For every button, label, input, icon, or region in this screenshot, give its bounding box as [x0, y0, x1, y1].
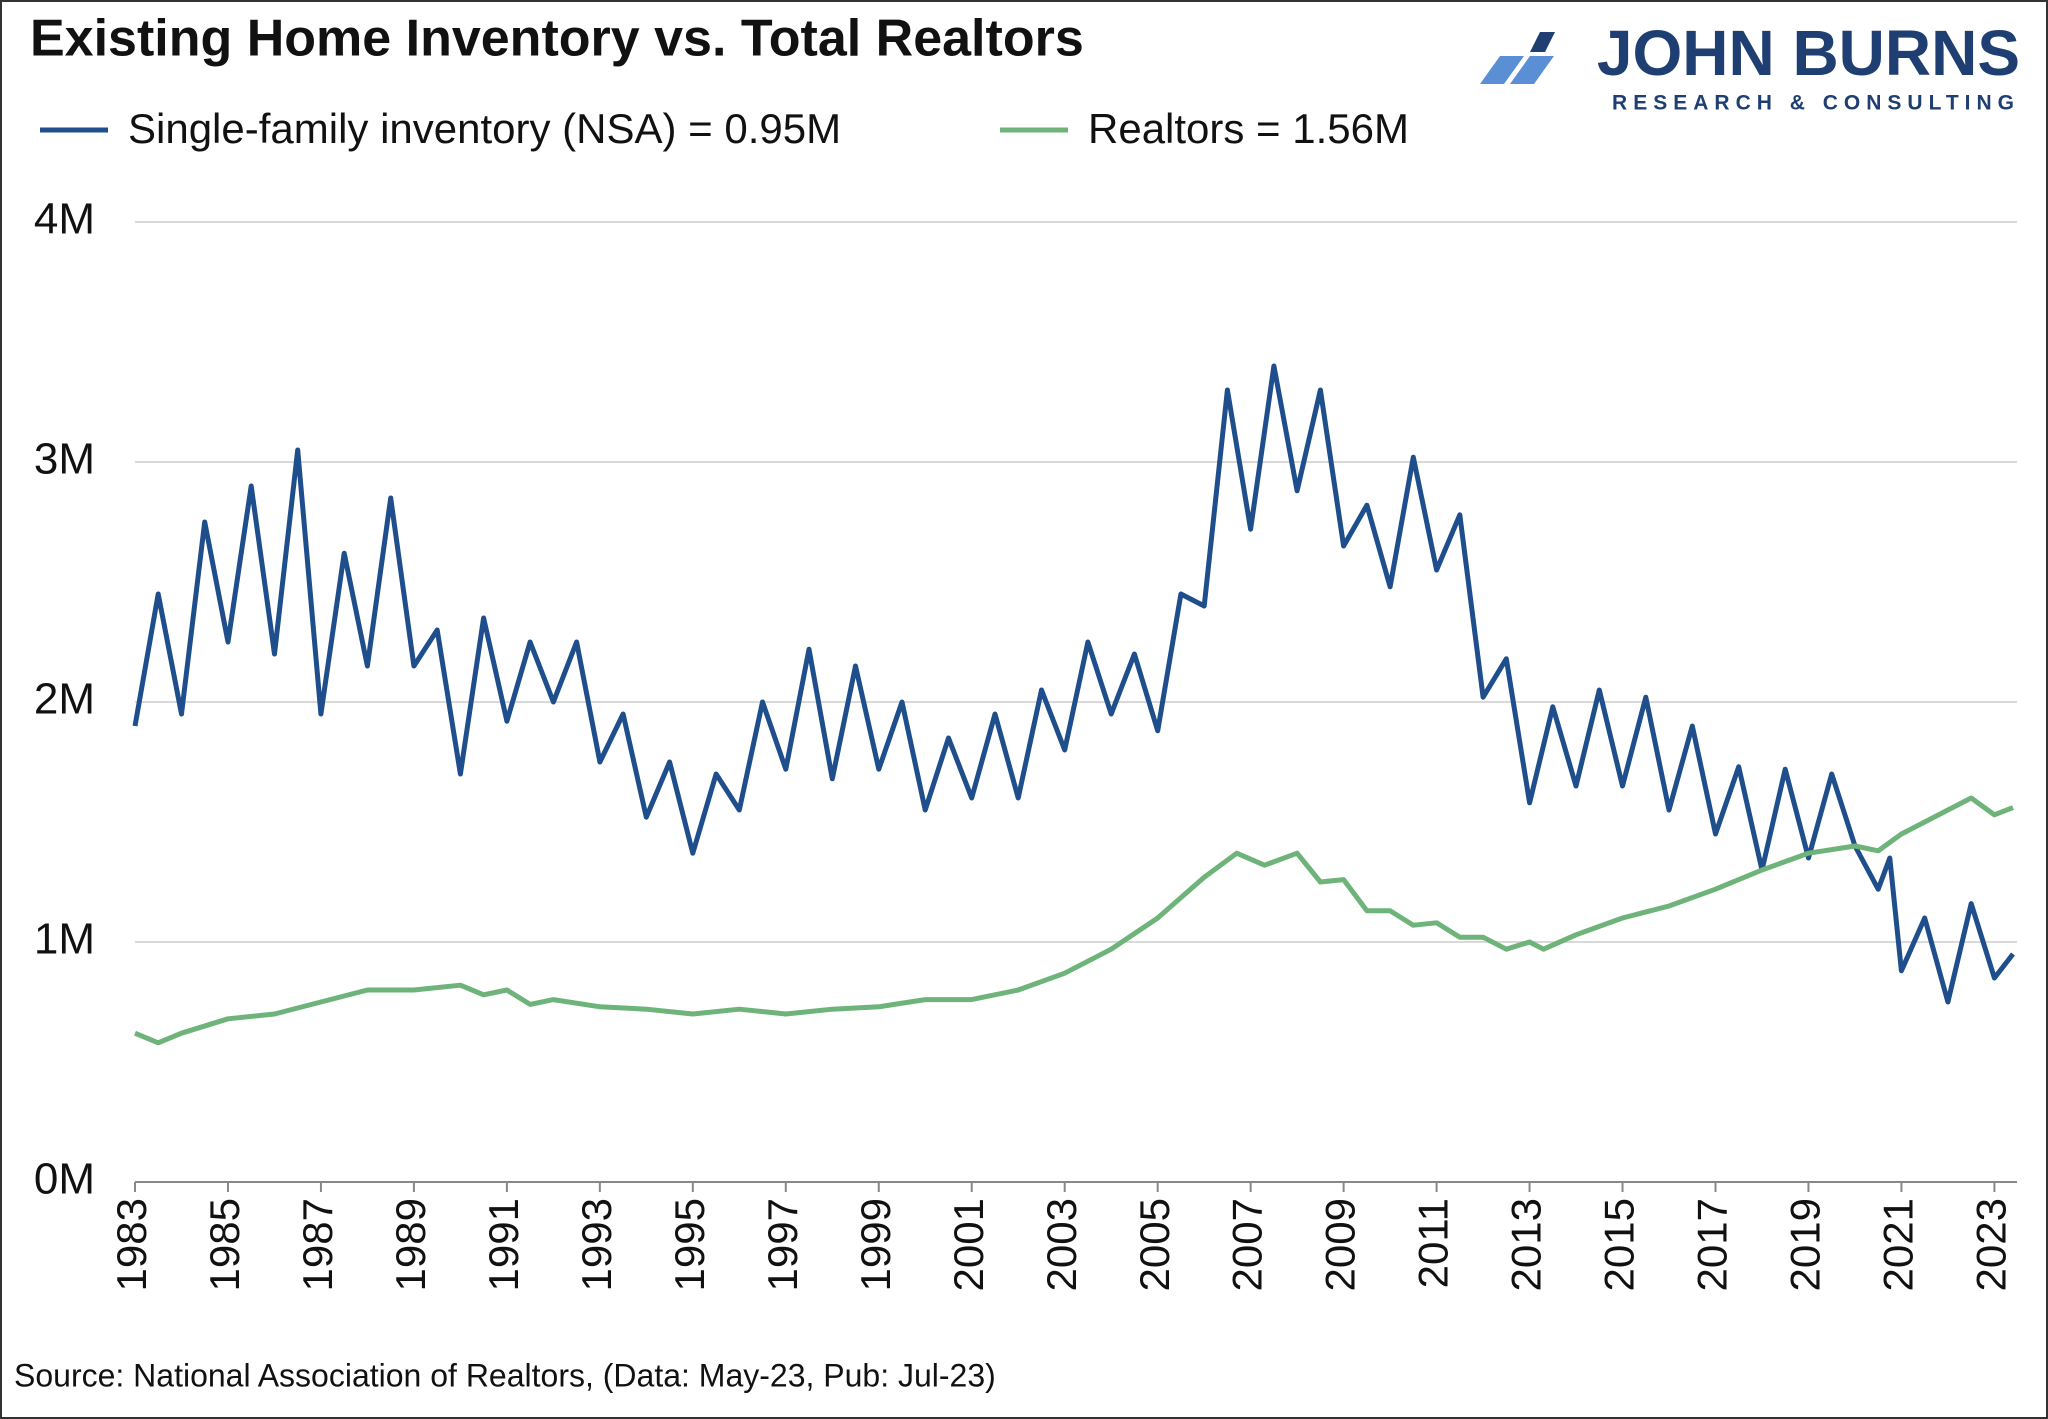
y-tick-label: 2M: [34, 675, 95, 724]
x-tick-label: 2023: [1967, 1198, 2014, 1291]
legend-label: Single-family inventory (NSA) = 0.95M: [128, 105, 841, 152]
chart-title: Existing Home Inventory vs. Total Realto…: [30, 10, 1084, 68]
logo-mark: [1530, 32, 1555, 52]
logo: JOHN BURNS RESEARCH & CONSULTING: [1480, 17, 2020, 115]
legend-label: Realtors = 1.56M: [1088, 105, 1409, 152]
x-tick-label: 2021: [1875, 1198, 1922, 1291]
x-tick-label: 1995: [666, 1198, 713, 1291]
x-tick-label: 1987: [294, 1198, 341, 1291]
logo-name: JOHN BURNS: [1597, 17, 2020, 89]
logo-mark: [1510, 56, 1554, 84]
x-tick-label: 1997: [759, 1198, 806, 1291]
x-tick-label: 2017: [1689, 1198, 1736, 1291]
x-tick-label: 2001: [945, 1198, 992, 1291]
x-tick-label: 2007: [1224, 1198, 1271, 1291]
series-line: [132, 363, 2015, 1005]
x-tick-label: 1989: [387, 1198, 434, 1291]
logo-tagline: RESEARCH & CONSULTING: [1612, 92, 2020, 115]
x-tick-label: 2019: [1782, 1198, 1829, 1291]
y-tick-label: 1M: [34, 915, 95, 964]
x-tick-label: 2009: [1317, 1198, 1364, 1291]
x-tick-label: 2011: [1410, 1198, 1457, 1288]
x-tick-label: 2003: [1038, 1198, 1085, 1291]
logo-mark: [1480, 56, 1524, 84]
x-tick-label: 2015: [1596, 1198, 1643, 1291]
y-tick-label: 3M: [34, 435, 95, 484]
x-tick-label: 1993: [573, 1198, 620, 1291]
x-tick-label: 2005: [1131, 1198, 1178, 1291]
source-note: Source: National Association of Realtors…: [14, 1357, 996, 1393]
x-tick-label: 1999: [852, 1198, 899, 1291]
x-tick-label: 2013: [1503, 1198, 1550, 1291]
y-tick-label: 0M: [34, 1155, 95, 1204]
series-line: [134, 795, 2014, 1046]
y-tick-label: 4M: [34, 195, 95, 244]
x-tick-label: 1991: [480, 1198, 527, 1291]
x-tick-label: 1985: [201, 1198, 248, 1291]
x-tick-label: 1983: [108, 1198, 155, 1291]
